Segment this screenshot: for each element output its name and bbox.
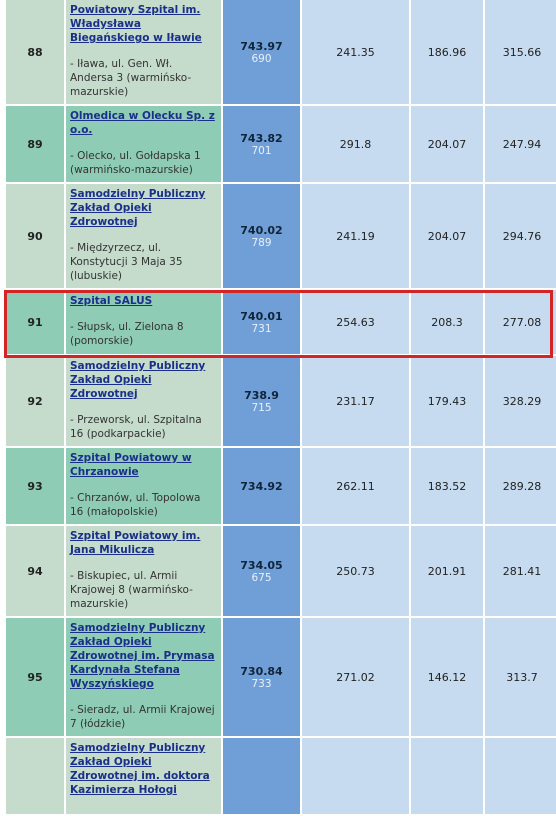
score-cell-2: 201.91 [411,526,483,616]
hospital-address: - Iława, ul. Gen. Wł. Andersa 3 (warmińs… [70,58,192,98]
score-cell-3 [485,738,556,814]
total-score: 738.9 [244,388,279,402]
hospital-address: - Biskupiec, ul. Armii Krajowej 8 (warmi… [70,570,193,610]
hospital-address: - Sieradz, ul. Armii Krajowej 7 (łódzkie… [70,704,215,730]
score-cell-1: 271.02 [302,618,409,736]
score-cell-2: 186.96 [411,0,483,104]
hospital-cell: Samodzielny Publiczny Zakład Opieki Zdro… [66,618,221,736]
rank-cell [6,738,64,814]
score-cell-2: 179.43 [411,356,483,446]
total-score: 734.05 [240,558,283,572]
hospital-cell: Olmedica w Olecku Sp. z o.o. - Olecko, ul… [66,106,221,182]
sub-number: 789 [251,236,272,249]
total-score: 740.02 [240,223,283,237]
score-cell-1: 241.19 [302,184,409,288]
score-cell-2: 146.12 [411,618,483,736]
rank-cell: 95 [6,618,64,736]
rank-cell: 93 [6,448,64,524]
score-cell-1: 231.17 [302,356,409,446]
hospital-name-link[interactable]: Samodzielny Publiczny Zakład Opieki Zdro… [70,188,206,228]
score-cell-2 [411,738,483,814]
score-cell-2: 183.52 [411,448,483,524]
sub-number: 731 [251,322,272,335]
sub-number: 733 [251,677,272,690]
sub-number: 715 [251,401,272,414]
score-cell-2: 208.3 [411,290,483,354]
hospital-address: - Chrzanów, ul. Topolowa 16 (małopolskie… [70,492,201,518]
sub-number: 701 [251,144,272,157]
total-score-cell [223,738,300,814]
score-cell-3: 294.76 [485,184,556,288]
score-cell-3: 281.41 [485,526,556,616]
total-score-cell: 734.92 [223,448,300,524]
sub-number: 690 [251,52,272,65]
rank-cell: 94 [6,526,64,616]
score-cell-1: 241.35 [302,0,409,104]
table-row: 94 Szpital Powiatowy im. Jana Mikulicza - … [6,526,556,616]
hospital-name-link[interactable]: Szpital Powiatowy w Chrzanowie [70,452,192,478]
sub-number: 675 [251,571,272,584]
hospital-address: - Międzyrzecz, ul. Konstytucji 3 Maja 35… [70,242,183,282]
table-row: 93 Szpital Powiatowy w Chrzanowie - Chrzan… [6,448,556,524]
rank-cell: 92 [6,356,64,446]
hospital-cell: Samodzielny Publiczny Zakład Opieki Zdro… [66,184,221,288]
score-cell-2: 204.07 [411,184,483,288]
score-cell-3: 289.28 [485,448,556,524]
hospital-address: - Słupsk, ul. Zielona 8 (pomorskie) [70,321,184,347]
hospital-name-link[interactable]: Powiatowy Szpital im. Władysława Biegańs… [70,4,202,44]
score-cell-3: 315.66 [485,0,556,104]
total-score-cell: 738.9 715 [223,356,300,446]
score-cell-3: 328.29 [485,356,556,446]
total-score-cell: 743.82 701 [223,106,300,182]
score-cell-1: 291.8 [302,106,409,182]
rank-cell: 89 [6,106,64,182]
table-row: 89 Olmedica w Olecku Sp. z o.o. - Olecko, … [6,106,556,182]
table-row: 88 Powiatowy Szpital im. Władysława Biega… [6,0,556,104]
rank-cell: 91 [6,290,64,354]
total-score: 730.84 [240,664,283,678]
hospital-name-link[interactable]: Olmedica w Olecku Sp. z o.o. [70,110,215,136]
score-cell-3: 247.94 [485,106,556,182]
hospital-ranking-table: 88 Powiatowy Szpital im. Władysława Biega… [4,0,556,816]
hospital-cell: Szpital SALUS - Słupsk, ul. Zielona 8 (po… [66,290,221,354]
hospital-cell: Szpital Powiatowy w Chrzanowie - Chrzanów… [66,448,221,524]
hospital-address: - Olecko, ul. Gołdapska 1 (warmińsko-maz… [70,150,201,176]
total-score-cell: 734.05 675 [223,526,300,616]
hospital-cell: Samodzielny Publiczny Zakład Opieki Zdro… [66,738,221,814]
total-score-cell: 740.01 731 [223,290,300,354]
score-cell-1 [302,738,409,814]
hospital-name-link[interactable]: Samodzielny Publiczny Zakład Opieki Zdro… [70,622,215,690]
total-score-cell: 730.84 733 [223,618,300,736]
score-cell-1: 250.73 [302,526,409,616]
total-score: 734.92 [240,479,283,493]
hospital-cell: Szpital Powiatowy im. Jana Mikulicza - Bi… [66,526,221,616]
total-score-cell: 743.97 690 [223,0,300,104]
table-row: Samodzielny Publiczny Zakład Opieki Zdro… [6,738,556,814]
total-score-cell: 740.02 789 [223,184,300,288]
rank-cell: 88 [6,0,64,104]
total-score: 740.01 [240,309,283,323]
hospital-name-link[interactable]: Samodzielny Publiczny Zakład Opieki Zdro… [70,360,206,400]
table-row: 95 Samodzielny Publiczny Zakład Opieki Zd… [6,618,556,736]
hospital-cell: Powiatowy Szpital im. Władysława Biegańs… [66,0,221,104]
hospital-cell: Samodzielny Publiczny Zakład Opieki Zdro… [66,356,221,446]
hospital-name-link[interactable]: Szpital Powiatowy im. Jana Mikulicza [70,530,201,556]
score-cell-2: 204.07 [411,106,483,182]
table-row: 90 Samodzielny Publiczny Zakład Opieki Zd… [6,184,556,288]
total-score: 743.97 [240,39,283,53]
total-score: 743.82 [240,131,283,145]
score-cell-1: 262.11 [302,448,409,524]
table-row: 91 Szpital SALUS - Słupsk, ul. Zielona 8 (… [6,290,556,354]
table-row: 92 Samodzielny Publiczny Zakład Opieki Zd… [6,356,556,446]
score-cell-1: 254.63 [302,290,409,354]
hospital-name-link[interactable]: Szpital SALUS [70,295,153,307]
score-cell-3: 313.7 [485,618,556,736]
score-cell-3: 277.08 [485,290,556,354]
rank-cell: 90 [6,184,64,288]
hospital-address: - Przeworsk, ul. Szpitalna 16 (podkarpac… [70,414,202,440]
